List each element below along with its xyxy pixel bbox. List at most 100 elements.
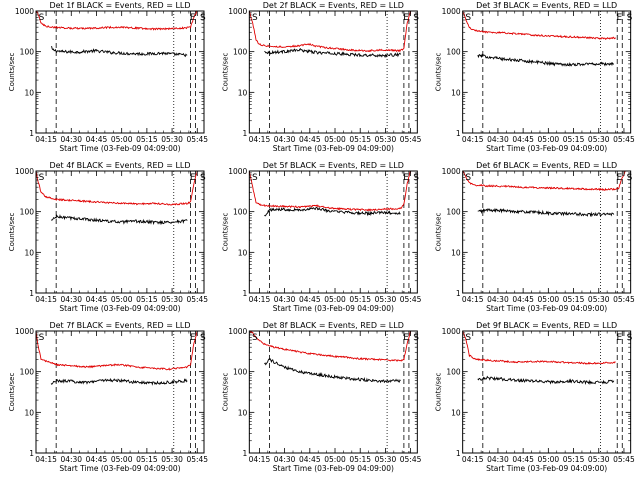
x-tick-label: 04:30 bbox=[274, 295, 296, 304]
x-axis-label: Start Time (03-Feb-09 04:09:00) bbox=[59, 464, 180, 473]
x-tick-label: 05:15 bbox=[349, 135, 371, 144]
x-tick-label: 04:45 bbox=[512, 295, 534, 304]
y-tick-label: 1000 bbox=[442, 7, 461, 16]
segment-marker-s-1: S bbox=[252, 333, 258, 343]
segment-marker-s-1: S bbox=[39, 13, 45, 23]
y-tick-label: 1000 bbox=[15, 327, 34, 336]
chart-title: Det 8f BLACK = Events, RED = LLD bbox=[263, 321, 404, 330]
x-tick-label: 05:30 bbox=[375, 295, 397, 304]
chart-title: Det 1f BLACK = Events, RED = LLD bbox=[49, 1, 190, 10]
x-axis-label: Start Time (03-Feb-09 04:09:00) bbox=[486, 304, 607, 313]
series-group bbox=[36, 171, 198, 226]
y-tick-label: 1000 bbox=[442, 167, 461, 176]
segment-marker-e-2: E bbox=[617, 173, 623, 183]
y-tick-label: 1000 bbox=[442, 327, 461, 336]
x-axis-label: Start Time (03-Feb-09 04:09:00) bbox=[273, 144, 394, 153]
y-tick-label: 10 bbox=[24, 248, 34, 257]
series-group bbox=[462, 11, 616, 67]
series-group bbox=[249, 331, 412, 384]
series-line-events bbox=[50, 377, 188, 386]
chart-title: Det 4f BLACK = Events, RED = LLD bbox=[49, 161, 190, 170]
x-axis-label: Start Time (03-Feb-09 04:09:00) bbox=[486, 464, 607, 473]
x-tick-label: 05:00 bbox=[111, 295, 133, 304]
series-line-lld bbox=[249, 171, 412, 212]
x-tick-label: 05:30 bbox=[375, 135, 397, 144]
series-line-events bbox=[51, 46, 188, 58]
chart-title: Det 2f BLACK = Events, RED = LLD bbox=[263, 1, 404, 10]
y-axis-label: Counts/sec bbox=[221, 53, 229, 92]
x-tick-label: 05:00 bbox=[111, 135, 133, 144]
series-line-lld bbox=[462, 331, 616, 365]
y-tick-label: 10 bbox=[24, 408, 34, 417]
series-line-lld bbox=[36, 331, 198, 371]
x-tick-label: 04:15 bbox=[462, 135, 484, 144]
x-tick-label: 05:30 bbox=[588, 295, 610, 304]
y-tick-label: 100 bbox=[20, 368, 35, 377]
x-tick-label: 04:30 bbox=[274, 135, 296, 144]
y-tick-label: 10 bbox=[238, 408, 248, 417]
x-tick-label: 04:15 bbox=[249, 295, 271, 304]
chart-title: Det 6f BLACK = Events, RED = LLD bbox=[476, 161, 617, 170]
y-tick-label: 1000 bbox=[228, 167, 247, 176]
x-tick-label: 05:30 bbox=[588, 135, 610, 144]
y-tick-label: 10 bbox=[238, 88, 248, 97]
x-tick-label: 04:15 bbox=[35, 455, 57, 464]
x-tick-label: 04:45 bbox=[299, 135, 321, 144]
chart-title: Det 3f BLACK = Events, RED = LLD bbox=[476, 1, 617, 10]
x-axis-label: Start Time (03-Feb-09 04:09:00) bbox=[486, 144, 607, 153]
x-tick-label: 05:30 bbox=[161, 455, 183, 464]
x-tick-label: 05:15 bbox=[136, 295, 158, 304]
x-tick-label: 04:15 bbox=[462, 295, 484, 304]
y-tick-label: 1 bbox=[29, 129, 34, 138]
x-tick-label: 05:45 bbox=[613, 295, 635, 304]
chart-title: Det 7f BLACK = Events, RED = LLD bbox=[49, 321, 190, 330]
segment-marker-e-2: E bbox=[403, 13, 409, 23]
x-tick-label: 05:15 bbox=[563, 455, 585, 464]
x-tick-label: 05:15 bbox=[136, 135, 158, 144]
x-tick-label: 05:15 bbox=[563, 135, 585, 144]
y-tick-label: 1000 bbox=[228, 327, 247, 336]
plot-frame bbox=[248, 10, 418, 134]
x-tick-label: 05:00 bbox=[324, 295, 346, 304]
segment-marker-e-2: E bbox=[617, 13, 623, 23]
series-group bbox=[462, 171, 626, 218]
y-tick-label: 100 bbox=[233, 368, 248, 377]
y-axis-label: Counts/sec bbox=[221, 373, 229, 412]
series-line-events bbox=[264, 206, 401, 217]
plot-frame bbox=[462, 170, 632, 294]
segment-marker-e-2: E bbox=[403, 333, 409, 343]
segment-marker-e-2: E bbox=[403, 173, 409, 183]
x-tick-label: 05:45 bbox=[400, 455, 422, 464]
x-tick-label: 05:45 bbox=[400, 135, 422, 144]
y-axis-label: Counts/sec bbox=[8, 213, 16, 252]
series-line-events bbox=[50, 214, 188, 226]
x-tick-label: 04:15 bbox=[35, 135, 57, 144]
x-tick-label: 04:30 bbox=[487, 135, 509, 144]
x-axis-label: Start Time (03-Feb-09 04:09:00) bbox=[273, 464, 394, 473]
segment-marker-s-3: S bbox=[200, 13, 206, 23]
x-tick-label: 05:30 bbox=[161, 135, 183, 144]
y-tick-label: 100 bbox=[20, 48, 35, 57]
series-line-lld bbox=[36, 11, 198, 31]
segment-marker-s-3: S bbox=[627, 333, 633, 343]
segment-marker-s-1: S bbox=[39, 173, 45, 183]
series-line-lld bbox=[462, 11, 616, 40]
segment-marker-e-2: E bbox=[190, 13, 196, 23]
series-line-events bbox=[477, 207, 615, 218]
x-tick-label: 05:30 bbox=[161, 295, 183, 304]
x-tick-label: 05:30 bbox=[588, 455, 610, 464]
segment-marker-s-3: S bbox=[413, 333, 419, 343]
x-tick-label: 04:15 bbox=[249, 135, 271, 144]
segment-marker-s-1: S bbox=[252, 13, 258, 23]
y-tick-label: 1 bbox=[29, 449, 34, 458]
segment-marker-e-2: E bbox=[190, 333, 196, 343]
y-axis-label: Counts/sec bbox=[435, 373, 443, 412]
x-tick-label: 05:15 bbox=[136, 455, 158, 464]
x-tick-label: 05:15 bbox=[349, 295, 371, 304]
y-tick-label: 1 bbox=[243, 289, 248, 298]
